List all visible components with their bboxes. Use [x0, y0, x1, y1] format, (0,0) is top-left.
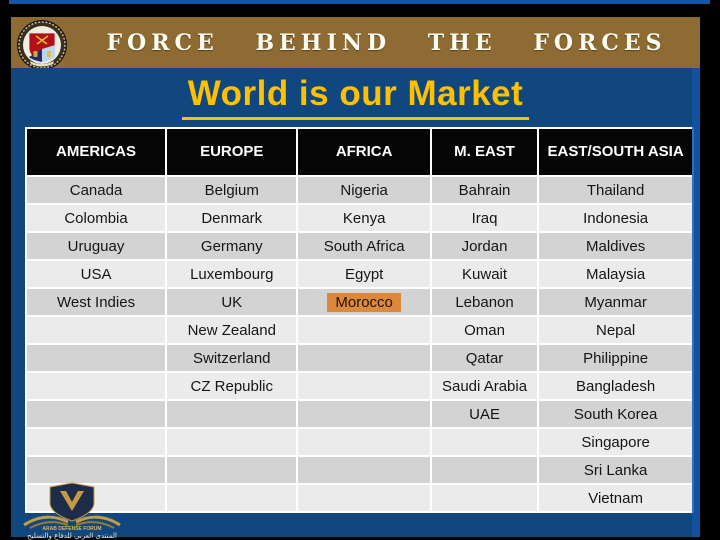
table-row: West Indies UK Morocco Lebanon Myanmar — [24, 287, 694, 317]
table-cell — [296, 371, 432, 401]
table-cell: Myanmar — [537, 287, 694, 317]
table-cell: New Zealand — [165, 315, 299, 345]
table-cell — [296, 399, 432, 429]
table-cell — [165, 399, 299, 429]
table-cell: Malaysia — [537, 259, 694, 289]
table-row: CZ Republic Saudi Arabia Bangladesh — [24, 371, 694, 401]
table-cell: UAE — [429, 399, 540, 429]
table-row: Canada Belgium Nigeria Bahrain Thailand — [24, 175, 694, 205]
column-header-europe: EUROPE — [165, 127, 299, 177]
table-cell: Oman — [429, 315, 540, 345]
table-row: UAE South Korea — [24, 399, 694, 429]
highlighted-cell-morocco: Morocco — [327, 292, 401, 312]
table-cell: Qatar — [429, 343, 540, 373]
column-header-africa: AFRICA — [296, 127, 432, 177]
table-cell: Bangladesh — [537, 371, 694, 401]
table-cell — [165, 483, 299, 513]
table-cell: Luxembourg — [165, 259, 299, 289]
table-cell: Thailand — [537, 175, 694, 205]
army-crest-icon — [17, 20, 67, 70]
table-cell — [24, 427, 168, 457]
table-cell: Jordan — [429, 231, 540, 261]
table-cell — [429, 427, 540, 457]
table-cell: Indonesia — [537, 203, 694, 233]
table-cell — [429, 455, 540, 485]
table-cell: Nepal — [537, 315, 694, 345]
table-cell: South Korea — [537, 399, 694, 429]
table-cell: Philippine — [537, 343, 694, 373]
table-cell — [165, 455, 299, 485]
column-header-east-south-asia: EAST/SOUTH ASIA — [537, 127, 694, 177]
table-row: Sri Lanka — [24, 455, 694, 485]
table-cell: UK — [165, 287, 299, 317]
table-cell: Kuwait — [429, 259, 540, 289]
table-cell: West Indies — [24, 287, 168, 317]
table-cell: Lebanon — [429, 287, 540, 317]
table-cell: Uruguay — [24, 231, 168, 261]
table-cell — [296, 343, 432, 373]
heading-wrap: World is our Market — [11, 74, 700, 121]
top-border-strip — [9, 0, 710, 4]
table-cell: Canada — [24, 175, 168, 205]
slide-title: World is our Market — [181, 74, 530, 121]
world-market-table: AMERICAS EUROPE AFRICA M. EAST EAST/SOUTH AS… — [24, 127, 694, 513]
table-cell: Colombia — [24, 203, 168, 233]
table-row: Singapore — [24, 427, 694, 457]
column-header-m-east: M. EAST — [429, 127, 540, 177]
table-cell — [296, 455, 432, 485]
table-cell: Sri Lanka — [537, 455, 694, 485]
slide-body: World is our Market AMERICAS EUROPE AFRICA… — [11, 68, 700, 537]
table-cell — [429, 483, 540, 513]
table-cell: Morocco — [296, 287, 432, 317]
table-cell — [296, 427, 432, 457]
table-row: Switzerland Qatar Philippine — [24, 343, 694, 373]
table-row: Vietnam — [24, 483, 694, 513]
table-cell: Kenya — [296, 203, 432, 233]
table-cell: USA — [24, 259, 168, 289]
table-row: Colombia Denmark Kenya Iraq Indonesia — [24, 203, 694, 233]
table-cell: CZ Republic — [165, 371, 299, 401]
table-cell: Singapore — [537, 427, 694, 457]
table-cell: South Africa — [296, 231, 432, 261]
table-cell — [24, 455, 168, 485]
table-body: Canada Belgium Nigeria Bahrain Thailand Colom… — [24, 175, 694, 513]
table-cell: Denmark — [165, 203, 299, 233]
table-cell: Iraq — [429, 203, 540, 233]
table-cell: Maldives — [537, 231, 694, 261]
table-cell — [24, 483, 168, 513]
table-row: New Zealand Oman Nepal — [24, 315, 694, 345]
table-cell — [24, 343, 168, 373]
table-row: USA Luxembourg Egypt Kuwait Malaysia — [24, 259, 694, 289]
table-cell: Switzerland — [165, 343, 299, 373]
table-cell — [165, 427, 299, 457]
table-cell: Belgium — [165, 175, 299, 205]
banner-title: FORCE BEHIND THE FORCES — [106, 29, 667, 56]
table-cell: Vietnam — [537, 483, 694, 513]
table-cell: Saudi Arabia — [429, 371, 540, 401]
table-cell: Bahrain — [429, 175, 540, 205]
column-header-americas: AMERICAS — [24, 127, 168, 177]
table-head-row: AMERICAS EUROPE AFRICA M. EAST EAST/SOUTH AS… — [24, 127, 694, 177]
table-cell — [24, 399, 168, 429]
table-cell — [24, 315, 168, 345]
table-cell — [296, 315, 432, 345]
table-cell — [296, 483, 432, 513]
table-cell — [24, 371, 168, 401]
table-row: Uruguay Germany South Africa Jordan Maldives — [24, 231, 694, 261]
table-cell: Nigeria — [296, 175, 432, 205]
header-banner: FORCE BEHIND THE FORCES — [11, 17, 700, 68]
right-border-strip — [692, 68, 700, 537]
table-cell: Germany — [165, 231, 299, 261]
table-cell: Egypt — [296, 259, 432, 289]
